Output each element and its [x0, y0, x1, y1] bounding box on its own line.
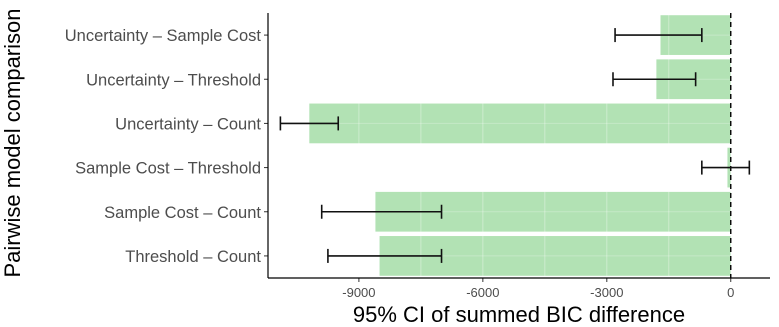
error-bar: [701, 160, 751, 175]
error-bar: [327, 248, 443, 263]
plot-area: [268, 13, 770, 278]
y-axis-labels: Uncertainty – Sample Cost Uncertainty – T…: [65, 27, 268, 266]
x-tick-label: -9000: [342, 285, 375, 300]
x-axis-title: 95% CI of summed BIC difference: [353, 302, 685, 327]
x-tick-label: -3000: [590, 285, 623, 300]
y-tick-label: Uncertainty – Sample Cost: [65, 27, 262, 45]
error-bar: [614, 28, 703, 43]
y-tick-label: Sample Cost – Threshold: [75, 160, 261, 178]
error-bar: [279, 116, 340, 131]
x-tick-label: 0: [727, 285, 734, 300]
x-tick-label: -6000: [466, 285, 499, 300]
y-tick-label: Sample Cost – Count: [104, 204, 261, 222]
y-axis-title: Pairwise model comparison: [0, 9, 25, 278]
bar: [309, 103, 731, 144]
error-bar: [612, 72, 697, 87]
x-axis-ticks: -9000 -6000 -3000 0: [342, 278, 734, 300]
error-bar: [320, 204, 443, 219]
y-tick-label: Uncertainty – Count: [115, 115, 261, 133]
y-tick-label: Uncertainty – Threshold: [86, 71, 261, 89]
y-tick-label: Threshold – Count: [125, 248, 261, 266]
